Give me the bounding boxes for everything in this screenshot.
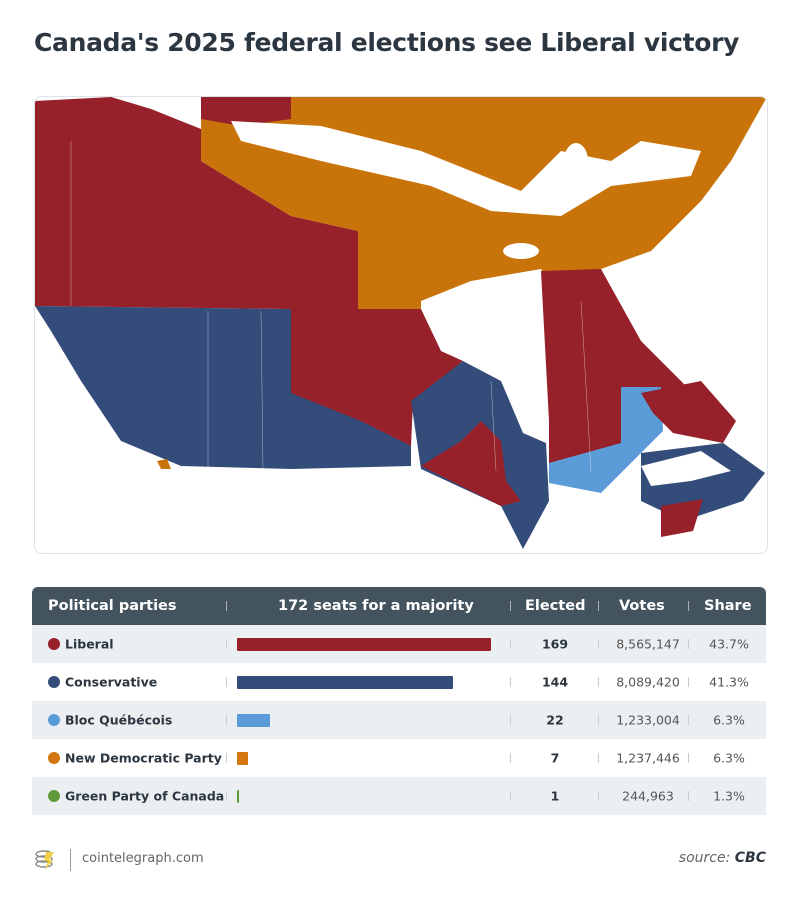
table-row: Green Party of Canada 1 244,963 1.3% bbox=[32, 777, 766, 815]
party-name: Green Party of Canada bbox=[65, 788, 225, 804]
results-table: Political parties 172 seats for a majori… bbox=[32, 587, 766, 815]
source-label: source: CBC bbox=[678, 850, 766, 866]
table-header: Political parties 172 seats for a majori… bbox=[32, 587, 766, 625]
map-region-conservative-west bbox=[35, 306, 411, 469]
seats-bar bbox=[237, 676, 454, 689]
seats-bar bbox=[237, 790, 239, 803]
election-map bbox=[34, 96, 768, 554]
vote-share: 41.3% bbox=[709, 674, 749, 690]
elected-count: 1 bbox=[550, 788, 560, 804]
elected-count: 22 bbox=[546, 712, 564, 728]
footer: cointelegraph.com source: CBC bbox=[34, 848, 766, 872]
votes-count: 1,233,004 bbox=[616, 712, 680, 728]
votes-count: 8,565,147 bbox=[616, 636, 680, 652]
party-color-dot bbox=[48, 638, 60, 650]
map-riding-borders bbox=[70, 141, 592, 472]
header-elected: Elected bbox=[525, 598, 586, 614]
map-region-liberal-labrador bbox=[641, 381, 736, 443]
seats-bar bbox=[237, 752, 248, 765]
vote-share: 6.3% bbox=[713, 712, 745, 728]
party-color-dot bbox=[48, 752, 60, 764]
vote-share: 43.7% bbox=[709, 636, 749, 652]
map-region-liberal-north-top bbox=[201, 97, 291, 126]
seats-bar bbox=[237, 638, 491, 651]
party-color-dot bbox=[48, 714, 60, 726]
party-name: Liberal bbox=[65, 636, 114, 652]
party-color-dot bbox=[48, 790, 60, 802]
votes-count: 8,089,420 bbox=[616, 674, 680, 690]
map-water-hudson-bay bbox=[421, 269, 563, 433]
header-share: Share bbox=[704, 598, 752, 614]
map-region-liberal-ontario-south bbox=[421, 421, 521, 506]
party-name: New Democratic Party bbox=[65, 750, 222, 766]
votes-count: 244,963 bbox=[622, 788, 674, 804]
header-parties: Political parties bbox=[48, 598, 177, 614]
table-row: New Democratic Party 7 1,237,446 6.3% bbox=[32, 739, 766, 777]
map-water-gulf bbox=[641, 451, 731, 486]
vote-share: 6.3% bbox=[713, 750, 745, 766]
map-water-channels bbox=[231, 121, 701, 259]
page-title: Canada's 2025 federal elections see Libe… bbox=[34, 28, 740, 57]
party-name: Bloc Québécois bbox=[65, 712, 173, 728]
party-name: Conservative bbox=[65, 674, 158, 690]
table-row: Conservative 144 8,089,420 41.3% bbox=[32, 663, 766, 701]
map-region-liberal-prairie-north bbox=[291, 309, 463, 446]
elected-count: 169 bbox=[541, 636, 569, 652]
elected-count: 144 bbox=[541, 674, 569, 690]
elected-count: 7 bbox=[550, 750, 560, 766]
vote-share: 1.3% bbox=[713, 788, 745, 804]
party-color-dot bbox=[48, 676, 60, 688]
map-region-liberal-quebec bbox=[541, 269, 701, 471]
header-majority: 172 seats for a majority bbox=[278, 598, 474, 614]
seats-bar bbox=[237, 714, 271, 727]
table-row: Bloc Québécois 22 1,233,004 6.3% bbox=[32, 701, 766, 739]
votes-count: 1,237,446 bbox=[616, 750, 680, 766]
cointelegraph-logo-icon bbox=[35, 850, 54, 870]
map-region-liberal-maritimes bbox=[661, 499, 703, 537]
map-region-bloc-quebec bbox=[549, 387, 663, 493]
header-votes: Votes bbox=[619, 598, 665, 614]
map-region-liberal-northwest bbox=[35, 97, 358, 309]
table-row: Liberal 169 8,565,147 43.7% bbox=[32, 625, 766, 663]
site-name: cointelegraph.com bbox=[82, 851, 204, 866]
map-region-ndp-bc bbox=[157, 459, 171, 469]
